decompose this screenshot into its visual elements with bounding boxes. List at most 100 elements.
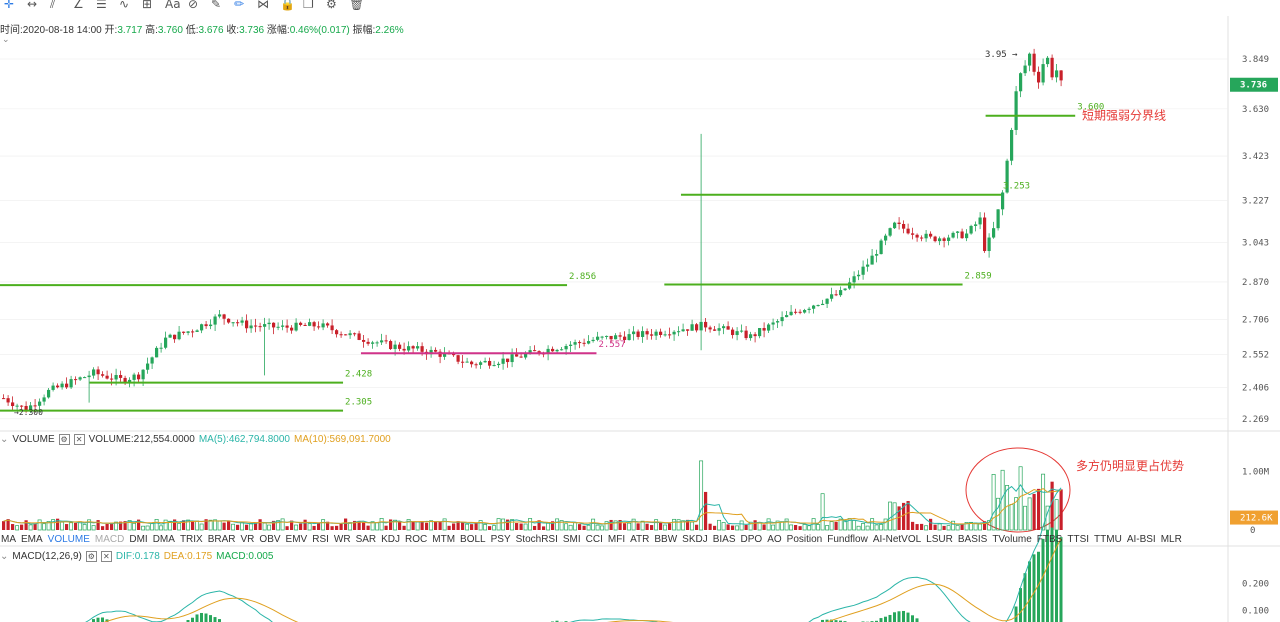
indicator-tab-smi[interactable]: SMI <box>562 534 581 545</box>
macd-header: ⌄ MACD(12,26,9) ⚙ ✕ DIF:0.178 DEA:0.175 … <box>0 549 273 563</box>
indicator-tab-volume[interactable]: VOLUME <box>47 534 90 545</box>
price-tick-label: 3.227 <box>1242 197 1269 207</box>
volume-collapse-icon[interactable]: ⌄ <box>0 433 9 445</box>
macd-settings-icon[interactable]: ⚙ <box>85 550 97 562</box>
amp-value: 2.26% <box>375 25 404 36</box>
macd-histogram-bar <box>1019 588 1022 622</box>
candle-body <box>731 329 735 336</box>
indicator-tab-dma[interactable]: DMA <box>152 534 175 545</box>
macd-histogram-bar <box>821 619 824 622</box>
indicator-tab-dmi[interactable]: DMI <box>129 534 148 545</box>
candle-body <box>807 308 811 310</box>
indicator-tab-psy[interactable]: PSY <box>490 534 511 545</box>
text-icon[interactable]: Aa <box>165 0 181 11</box>
volume-bar <box>199 523 204 531</box>
indicator-tab-obv[interactable]: OBV <box>259 534 281 545</box>
lock-icon[interactable]: 🔒 <box>280 0 295 11</box>
candle-body <box>969 225 973 234</box>
volume-bar <box>82 524 87 531</box>
pattern-icon[interactable]: ⋈ <box>257 0 269 11</box>
candle-body <box>222 314 226 319</box>
indicator-tab-boll[interactable]: BOLL <box>460 534 486 545</box>
candle-body <box>834 294 838 296</box>
macd-histogram-bar <box>879 618 883 622</box>
indicator-tab-tvolume[interactable]: TVolume <box>992 534 1032 545</box>
macd-close-icon[interactable]: ✕ <box>100 550 112 562</box>
parallel-channel-icon[interactable]: ⫽ <box>50 0 56 11</box>
indicator-tab-trix[interactable]: TRIX <box>179 534 203 545</box>
indicator-tab-ao[interactable]: AO <box>767 534 782 545</box>
indicator-tab-brar[interactable]: BRAR <box>207 534 236 545</box>
indicator-tab-sar[interactable]: SAR <box>355 534 377 545</box>
list-icon[interactable]: ☰ <box>96 0 107 11</box>
candle-body <box>488 360 492 366</box>
candle-body <box>663 334 667 336</box>
annotation-text: 多方仍明显更占优势 <box>1076 458 1184 473</box>
indicator-tab-macd[interactable]: MACD <box>94 534 125 545</box>
ruler-icon[interactable]: ✎ <box>211 0 222 11</box>
indicator-tab-ftbs[interactable]: FTBS <box>1036 534 1063 545</box>
indicator-tab-emv[interactable]: EMV <box>285 534 308 545</box>
price-tick-label: 2.406 <box>1242 384 1269 394</box>
candle-body <box>852 276 856 283</box>
volume-bar <box>523 523 528 531</box>
candle-body <box>875 254 879 256</box>
indicator-tab-kdj[interactable]: KDJ <box>381 534 401 545</box>
indicator-tab-rsi[interactable]: RSI <box>312 534 329 545</box>
indicator-tab-bbw[interactable]: BBW <box>654 534 678 545</box>
copy-icon[interactable]: ❐ <box>303 0 314 11</box>
volume-settings-icon[interactable]: ⚙ <box>58 433 70 445</box>
volume-bar <box>91 525 96 531</box>
candle-body <box>938 238 942 242</box>
indicator-tab-ai-netvol[interactable]: AI-NetVOL <box>872 534 922 545</box>
pencil-icon[interactable]: ✏ <box>234 0 245 11</box>
crosshair-icon[interactable]: ✛ <box>4 0 15 11</box>
volume-bar <box>983 521 987 530</box>
candle-body <box>524 353 528 358</box>
collapse-chevron-icon[interactable]: ⌄ <box>2 34 10 44</box>
magnet-icon[interactable]: ⊘ <box>188 0 199 11</box>
gann-box-icon[interactable]: ⊞ <box>142 0 153 11</box>
indicator-tab-lsur[interactable]: LSUR <box>926 534 953 545</box>
candle-body <box>564 345 568 350</box>
indicator-tab-skdj[interactable]: SKDJ <box>682 534 708 545</box>
settings-icon[interactable]: ⚙ <box>326 0 337 11</box>
candle-body <box>204 324 208 327</box>
price-tick-label: 2.269 <box>1242 415 1269 425</box>
indicator-tab-stochrsi[interactable]: StochRSI <box>515 534 558 545</box>
indicator-tab-ttmu[interactable]: TTMU <box>1094 534 1122 545</box>
indicator-tab-dpo[interactable]: DPO <box>740 534 763 545</box>
volume-bar <box>744 524 748 530</box>
macd-collapse-icon[interactable]: ⌄ <box>0 550 9 562</box>
indicator-tab-ai-bsi[interactable]: AI-BSI <box>1126 534 1156 545</box>
indicator-tab-mlr[interactable]: MLR <box>1160 534 1182 545</box>
trash-icon[interactable]: 🗑 <box>349 0 365 11</box>
indicator-tab-basis[interactable]: BASIS <box>957 534 988 545</box>
candle-body <box>452 353 456 356</box>
indicator-tab-wr[interactable]: WR <box>333 534 351 545</box>
indicator-tab-mfi[interactable]: MFI <box>607 534 626 545</box>
volume-bar <box>168 520 173 531</box>
level-line-label: 2.557 <box>598 340 625 350</box>
indicator-tab-bias[interactable]: BIAS <box>712 534 736 545</box>
indicator-tab-ma[interactable]: MA <box>1 534 16 545</box>
indicator-tab-mtm[interactable]: MTM <box>432 534 456 545</box>
indicator-tab-roc[interactable]: ROC <box>405 534 428 545</box>
volume-bar <box>920 523 924 530</box>
candle-body <box>308 322 312 326</box>
indicator-tab-vr[interactable]: VR <box>240 534 255 545</box>
volume-close-icon[interactable]: ✕ <box>73 433 85 445</box>
candle-body <box>996 209 1000 229</box>
indicator-tab-position[interactable]: Position <box>786 534 823 545</box>
indicator-tab-ema[interactable]: EMA <box>21 534 43 545</box>
indicator-tab-cci[interactable]: CCI <box>585 534 603 545</box>
indicator-tab-fundflow[interactable]: Fundflow <box>827 534 868 545</box>
horizontal-line-icon[interactable]: ↔ <box>27 0 38 11</box>
wave-icon[interactable]: ∿ <box>119 0 130 11</box>
indicator-tab-ttsi[interactable]: TTSI <box>1067 534 1090 545</box>
candle-body <box>888 228 892 236</box>
volume-bar <box>695 524 699 530</box>
indicator-tab-atr[interactable]: ATR <box>630 534 650 545</box>
angle-tool-icon[interactable]: ∠ <box>73 0 84 11</box>
